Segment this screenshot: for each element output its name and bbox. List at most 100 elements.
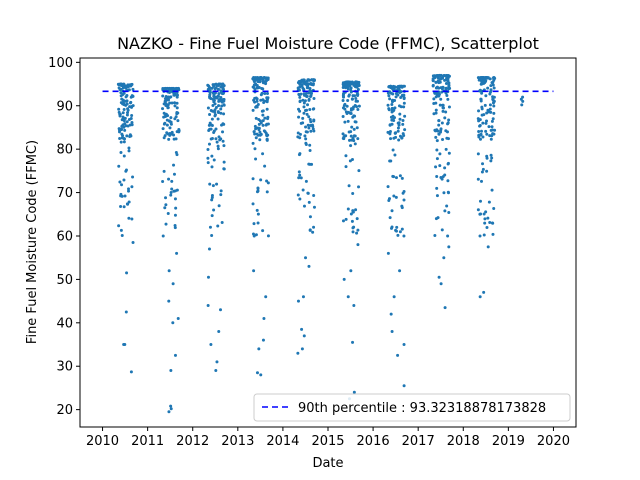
data-point	[478, 124, 482, 128]
data-point	[350, 97, 354, 101]
data-point	[390, 122, 394, 126]
data-point	[347, 184, 351, 188]
data-point	[168, 126, 172, 130]
data-point	[352, 225, 356, 229]
data-point	[398, 174, 402, 178]
data-point	[210, 165, 214, 169]
data-point	[297, 92, 301, 96]
data-point	[296, 131, 300, 135]
data-point	[207, 142, 211, 146]
data-point	[478, 295, 482, 299]
data-point	[262, 129, 266, 133]
data-point	[441, 138, 445, 142]
data-point	[253, 100, 257, 104]
data-point	[482, 290, 486, 294]
data-point	[442, 256, 446, 260]
data-point	[173, 353, 177, 357]
y-axis-label: Fine Fuel Moisture Code (FFMC)	[25, 140, 40, 344]
data-point	[117, 128, 121, 132]
data-point	[216, 144, 220, 148]
data-point	[490, 119, 494, 123]
data-point	[357, 185, 361, 189]
data-point	[259, 178, 263, 182]
data-point	[299, 176, 303, 180]
data-point	[480, 82, 484, 86]
data-point	[258, 138, 262, 142]
data-point	[431, 79, 435, 83]
data-point	[214, 127, 218, 131]
data-point	[402, 84, 406, 88]
data-point	[220, 100, 224, 104]
data-point	[128, 105, 132, 109]
data-point	[210, 198, 214, 202]
data-point	[356, 108, 360, 112]
data-point	[261, 229, 265, 233]
data-point	[485, 169, 489, 173]
data-point	[348, 138, 352, 142]
data-point	[308, 215, 312, 219]
data-points	[116, 73, 525, 414]
data-point	[130, 123, 134, 127]
data-point	[266, 133, 270, 137]
data-point	[126, 187, 130, 191]
data-point	[172, 163, 176, 167]
data-point	[344, 165, 348, 169]
data-point	[307, 200, 311, 204]
legend: 90th percentile : 93.32318878173828	[253, 393, 571, 422]
data-point	[402, 96, 406, 100]
x-tick-label: 2010	[86, 434, 119, 449]
data-point	[479, 132, 483, 136]
data-point	[305, 94, 309, 98]
data-point	[121, 117, 125, 121]
data-point	[489, 128, 493, 132]
data-point	[167, 119, 171, 123]
data-point	[492, 99, 496, 103]
data-point	[261, 113, 265, 117]
data-point	[309, 120, 313, 124]
y-tick-label: 70	[56, 186, 73, 201]
data-point	[444, 147, 448, 151]
data-point	[120, 124, 124, 128]
data-point	[127, 216, 131, 220]
data-point	[394, 195, 398, 199]
data-point	[299, 79, 303, 83]
data-point	[219, 111, 223, 115]
data-point	[175, 95, 179, 99]
data-point	[484, 94, 488, 98]
data-point	[259, 121, 263, 125]
data-point	[355, 85, 359, 89]
data-point	[213, 110, 217, 114]
data-point	[167, 87, 171, 91]
data-point	[222, 167, 226, 171]
data-point	[129, 100, 133, 104]
data-point	[387, 85, 391, 89]
data-point	[488, 103, 492, 107]
data-point	[265, 190, 269, 194]
data-point	[481, 135, 485, 139]
data-point	[401, 122, 405, 126]
data-point	[261, 109, 265, 113]
data-point	[161, 234, 165, 238]
data-point	[390, 102, 394, 106]
data-point	[447, 211, 451, 215]
data-point	[435, 174, 439, 178]
data-point	[446, 76, 450, 80]
data-point	[217, 92, 221, 96]
data-point	[263, 99, 267, 103]
data-point	[308, 118, 312, 121]
data-point	[125, 134, 129, 138]
data-point	[398, 230, 402, 234]
data-point	[402, 384, 406, 388]
data-point	[214, 106, 218, 110]
data-point	[446, 234, 450, 238]
data-point	[486, 216, 490, 220]
data-point	[172, 92, 176, 96]
data-point	[342, 277, 346, 281]
data-point	[308, 143, 312, 147]
data-point	[447, 105, 451, 109]
data-point	[351, 340, 355, 344]
data-point	[397, 123, 401, 127]
data-point	[173, 213, 177, 217]
data-point	[398, 91, 402, 94]
